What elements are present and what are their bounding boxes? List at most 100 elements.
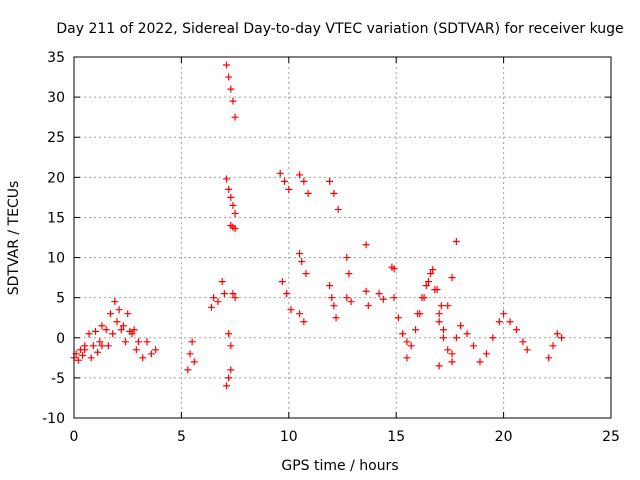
data-point [119, 322, 127, 330]
data-point [364, 302, 372, 310]
y-tick-label: 5 [56, 291, 65, 307]
data-point [122, 338, 130, 346]
data-point [231, 209, 239, 217]
data-segment [98, 298, 140, 354]
data-point [375, 290, 383, 298]
data-point [190, 358, 198, 366]
data-point [87, 354, 95, 362]
marks-layer [70, 61, 566, 390]
data-point [220, 290, 228, 298]
data-point [362, 287, 370, 295]
data-point [362, 241, 370, 249]
data-point [111, 298, 119, 306]
data-point [225, 185, 233, 193]
data-point [345, 270, 353, 278]
data-point [470, 342, 478, 350]
x-tick-label: 15 [387, 429, 405, 445]
data-point [218, 278, 226, 286]
data-point [506, 318, 514, 326]
data-point [437, 302, 445, 310]
data-segment [276, 169, 293, 193]
y-tick-label: 0 [56, 331, 65, 347]
data-point [394, 314, 402, 322]
data-point [225, 330, 233, 338]
data-point [330, 302, 338, 310]
y-tick-label: 35 [47, 50, 65, 66]
data-point [229, 97, 237, 105]
data-point [545, 354, 553, 362]
data-point [229, 201, 237, 209]
data-point [147, 350, 155, 358]
data-segment [388, 263, 398, 273]
data-point [227, 366, 235, 374]
data-point [102, 326, 110, 334]
chart-title: Day 211 of 2022, Sidereal Day-to-day VTE… [56, 21, 623, 37]
data-point [94, 348, 102, 356]
data-segment [229, 290, 239, 302]
data-point [414, 310, 422, 318]
data-point [424, 278, 432, 286]
data-point [390, 265, 398, 273]
data-point [85, 330, 93, 338]
data-point [117, 326, 125, 334]
data-segment [375, 290, 387, 303]
y-tick-label: -5 [51, 371, 65, 387]
data-segment [227, 221, 239, 233]
data-point [412, 326, 420, 334]
data-point [326, 282, 334, 290]
data-point [107, 310, 115, 318]
data-point [285, 185, 293, 193]
data-segment [362, 241, 370, 249]
data-point [91, 327, 99, 335]
data-point [390, 294, 398, 302]
data-point [96, 338, 104, 346]
data-point [343, 254, 351, 262]
data-point [184, 366, 192, 374]
y-tick-label: 20 [47, 170, 65, 186]
data-point [427, 270, 435, 278]
data-point [476, 358, 484, 366]
data-point [225, 374, 233, 382]
data-point [399, 330, 407, 338]
data-point [422, 282, 430, 290]
data-point [489, 334, 497, 342]
data-point [439, 326, 447, 334]
data-point [109, 330, 117, 338]
data-segment [545, 330, 566, 362]
data-point [134, 338, 142, 346]
data-segment [278, 278, 295, 314]
data-point [431, 286, 439, 294]
data-point [207, 303, 215, 311]
data-point [223, 175, 231, 183]
data-point [231, 225, 239, 233]
y-tick-label: 30 [47, 90, 65, 106]
data-point [444, 346, 452, 354]
data-point [549, 342, 557, 350]
data-segment [214, 278, 228, 306]
x-axis-label: GPS time / hours [281, 458, 398, 474]
data-point [152, 346, 160, 354]
data-point [130, 326, 138, 334]
data-point [328, 294, 336, 302]
data-point [334, 205, 342, 213]
data-point [407, 342, 415, 350]
data-segment [296, 171, 312, 197]
ticks-layer: 0 5 10 15 20 25 -10 -5 0 5 10 15 20 25 30 35 [42, 50, 620, 445]
data-point [448, 350, 456, 358]
y-tick-label: 15 [47, 210, 65, 226]
data-point [482, 350, 490, 358]
data-point [332, 314, 340, 322]
data-point [444, 302, 452, 310]
data-segment [435, 238, 460, 370]
data-point [296, 250, 304, 258]
data-segment [343, 294, 355, 306]
data-point [81, 346, 89, 354]
data-point [186, 350, 194, 358]
data-point [523, 346, 531, 354]
data-point [326, 177, 334, 185]
data-point [79, 351, 87, 359]
data-point [287, 306, 295, 314]
data-point [227, 193, 235, 201]
data-point [379, 295, 387, 303]
